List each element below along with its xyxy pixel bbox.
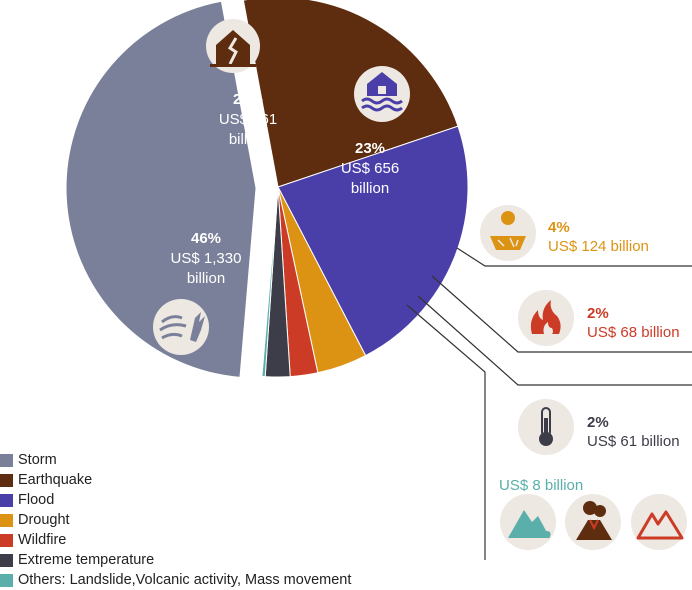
flood-unit-label: billion (351, 180, 389, 197)
wildfire-value-label: US$ 68 billion (587, 324, 680, 341)
extreme-temperature-leader-line (417, 295, 692, 386)
legend-label: Flood (18, 492, 55, 508)
drought-percent-label: 4% (548, 219, 570, 236)
landslide-icon (500, 494, 556, 550)
legend-swatch (0, 453, 13, 467)
flood-house-icon (354, 66, 410, 122)
pie-slice-earthquake (242, 0, 459, 188)
drought-value-label: US$ 124 billion (548, 238, 649, 255)
legend-item-storm: Storm (0, 450, 351, 470)
others-leader-line (406, 304, 486, 560)
storm-icon (153, 299, 209, 355)
legend-swatch (0, 493, 13, 507)
earthquake-value-label: US$ 661 (219, 111, 277, 128)
earthquake-house-icon (206, 19, 260, 73)
legend: Storm Earthquake Flood Drought Wildfire … (0, 450, 351, 590)
volcano-icon (565, 494, 621, 550)
legend-item-others: Others: Landslide,Volcanic activity, Mas… (0, 570, 351, 590)
storm-unit-label: billion (187, 270, 225, 287)
wildfire-leader-line (431, 275, 692, 353)
storm-percent-label: 46% (191, 230, 221, 247)
legend-swatch (0, 513, 13, 527)
flood-percent-label: 23% (355, 140, 385, 157)
flood-value-label: US$ 656 (341, 160, 399, 177)
others-value-label: US$ 8 billion (499, 477, 584, 494)
legend-label: Wildfire (18, 532, 67, 548)
legend-item-flood: Flood (0, 490, 351, 510)
legend-swatch (0, 473, 13, 487)
legend-item-earthquake: Earthquake (0, 470, 351, 490)
earthquake-percent-label: 23% (233, 91, 263, 108)
legend-swatch (0, 553, 13, 567)
extreme-temperature-value-label: US$ 61 billion (587, 433, 680, 450)
legend-item-extreme-temperature: Extreme temperature (0, 550, 351, 570)
drought-leader-line (456, 247, 692, 267)
legend-item-drought: Drought (0, 510, 351, 530)
legend-label: Earthquake (18, 472, 93, 488)
mountain-icon (631, 494, 687, 550)
pie-slice-storm (65, 0, 257, 378)
legend-item-wildfire: Wildfire (0, 530, 351, 550)
legend-label: Extreme temperature (18, 552, 155, 568)
storm-value-label: US$ 1,330 (171, 250, 242, 267)
wildfire-percent-label: 2% (587, 305, 609, 322)
extreme-temperature-percent-label: 2% (587, 414, 609, 431)
legend-label: Drought (18, 512, 70, 528)
legend-swatch (0, 573, 13, 587)
legend-swatch (0, 533, 13, 547)
legend-label: Storm (18, 452, 57, 468)
thermometer-icon (518, 399, 574, 455)
earthquake-unit-label: billion (229, 131, 267, 148)
legend-label: Others: Landslide,Volcanic activity, Mas… (18, 572, 352, 588)
wildfire-icon (518, 290, 574, 346)
pie-slice-others (261, 186, 279, 378)
drought-icon (480, 205, 536, 261)
